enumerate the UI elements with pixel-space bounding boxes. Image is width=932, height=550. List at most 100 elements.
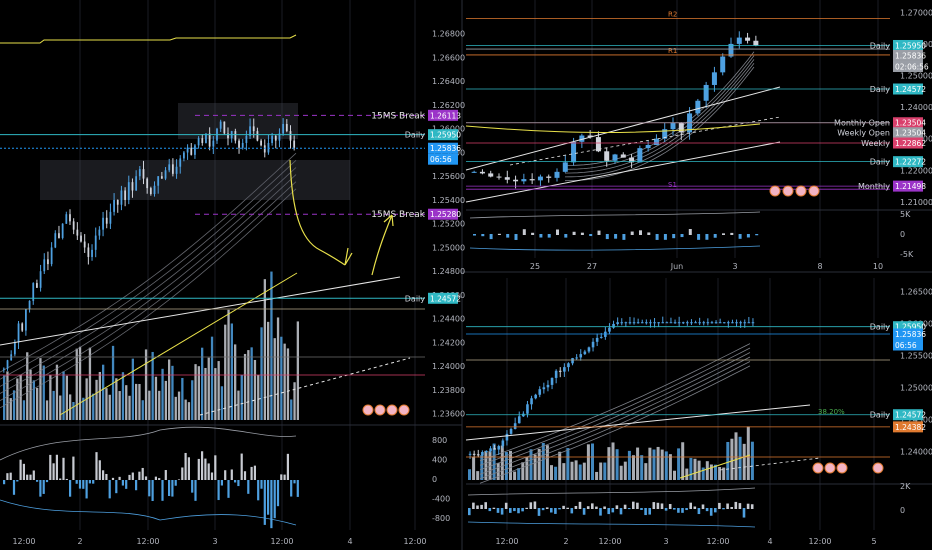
- volume-bar: [26, 352, 29, 420]
- candle-body: [223, 121, 226, 134]
- oscillator-band: [467, 521, 756, 528]
- volume-bar: [42, 365, 45, 420]
- candle-body: [604, 151, 610, 161]
- volume-bar: [607, 447, 611, 480]
- oscillator-bar: [174, 480, 177, 486]
- volume-bar: [108, 394, 111, 420]
- oscillator-bar: [12, 480, 16, 495]
- x-tick-label: 12:00: [403, 537, 426, 546]
- volume-bar: [673, 470, 676, 480]
- volume-bar: [184, 399, 187, 420]
- event-icon[interactable]: [808, 185, 820, 197]
- event-icon[interactable]: [769, 185, 781, 197]
- volume-bar: [566, 448, 570, 480]
- y-tick-label: 1.25600: [432, 172, 465, 181]
- candle-body: [205, 133, 207, 143]
- volume-bar: [570, 461, 574, 480]
- oscillator-bar: [207, 463, 210, 480]
- candle-body: [612, 154, 618, 161]
- event-icon[interactable]: [386, 404, 398, 416]
- y-tick-label: 1.24800: [432, 267, 465, 276]
- oscillator-bar: [59, 478, 62, 480]
- event-icon[interactable]: [812, 462, 824, 474]
- volume-bar: [201, 347, 204, 420]
- event-icon[interactable]: [872, 462, 884, 474]
- volume-bar: [45, 400, 49, 420]
- level-label: Daily: [405, 294, 426, 303]
- candle-body: [629, 157, 635, 163]
- volume-bar: [181, 377, 184, 420]
- volume-bar: [734, 432, 738, 480]
- volume-bar: [49, 375, 52, 420]
- oscillator-bar: [16, 480, 19, 482]
- candle-body: [563, 367, 566, 372]
- candle-body: [599, 336, 603, 338]
- oscillator-bar: [597, 230, 601, 235]
- event-icon[interactable]: [374, 404, 386, 416]
- candle-body: [608, 327, 611, 332]
- oscillator-bar: [750, 504, 754, 509]
- volume-bar: [619, 465, 623, 480]
- candle-body: [657, 322, 660, 324]
- oscillator-tick: 2K: [900, 482, 911, 491]
- candle-body: [711, 72, 717, 85]
- candle-body: [743, 322, 747, 324]
- x-tick-label: 2: [77, 537, 82, 546]
- candle-body: [670, 122, 676, 130]
- candle-body: [731, 322, 734, 324]
- oscillator-bar: [32, 470, 35, 480]
- oscillator-bar: [75, 480, 78, 484]
- event-icon[interactable]: [362, 404, 374, 416]
- oscillator-bar: [550, 508, 553, 513]
- moving-average-line: [564, 59, 755, 174]
- candle-body: [168, 164, 171, 171]
- oscillator-bar: [121, 480, 124, 486]
- oscillator-bar: [755, 234, 759, 236]
- volume-bar: [151, 351, 154, 420]
- level-label: 15MS Break: [371, 210, 426, 220]
- oscillator-bar: [655, 234, 659, 240]
- candle-body: [579, 354, 583, 358]
- event-icon[interactable]: [836, 462, 848, 474]
- candle-body: [727, 322, 730, 324]
- candle-body: [76, 229, 79, 236]
- oscillator-bar: [481, 234, 485, 237]
- volume-bar: [574, 460, 578, 480]
- x-tick-label: 2: [563, 537, 568, 546]
- volume-bar: [742, 443, 746, 480]
- level-label: Monthly: [858, 182, 890, 191]
- candle-body: [186, 147, 189, 153]
- oscillator-bar: [599, 508, 602, 516]
- oscillator-bar: [224, 470, 227, 480]
- volume-bar: [701, 467, 705, 480]
- x-tick-label: 3: [732, 262, 737, 271]
- candle-body: [640, 322, 644, 324]
- oscillator-bar: [138, 471, 141, 480]
- volume-bar: [525, 456, 529, 480]
- candle-body: [558, 370, 562, 372]
- moving-average-line: [0, 152, 297, 373]
- candle-body: [72, 221, 75, 230]
- oscillator-bar: [681, 508, 684, 513]
- event-icon[interactable]: [398, 404, 410, 416]
- oscillator-bar: [652, 502, 656, 509]
- candle-body: [485, 450, 488, 453]
- candle-body: [6, 360, 9, 369]
- oscillator-bar: [680, 234, 684, 238]
- event-icon[interactable]: [782, 185, 794, 197]
- candle-body: [550, 377, 554, 385]
- volume-bar: [533, 454, 537, 480]
- oscillator-bar: [730, 232, 734, 235]
- price-tag-bg: [893, 321, 923, 333]
- oscillator-bar: [738, 234, 742, 239]
- event-icon[interactable]: [795, 185, 807, 197]
- event-icon[interactable]: [824, 462, 836, 474]
- volume-bar: [144, 349, 148, 420]
- volume-bar: [484, 450, 488, 480]
- volume-bar: [118, 391, 121, 420]
- candle-body: [637, 148, 643, 163]
- candle-body: [747, 322, 751, 324]
- oscillator-bar: [517, 508, 520, 514]
- oscillator-bar: [644, 508, 647, 516]
